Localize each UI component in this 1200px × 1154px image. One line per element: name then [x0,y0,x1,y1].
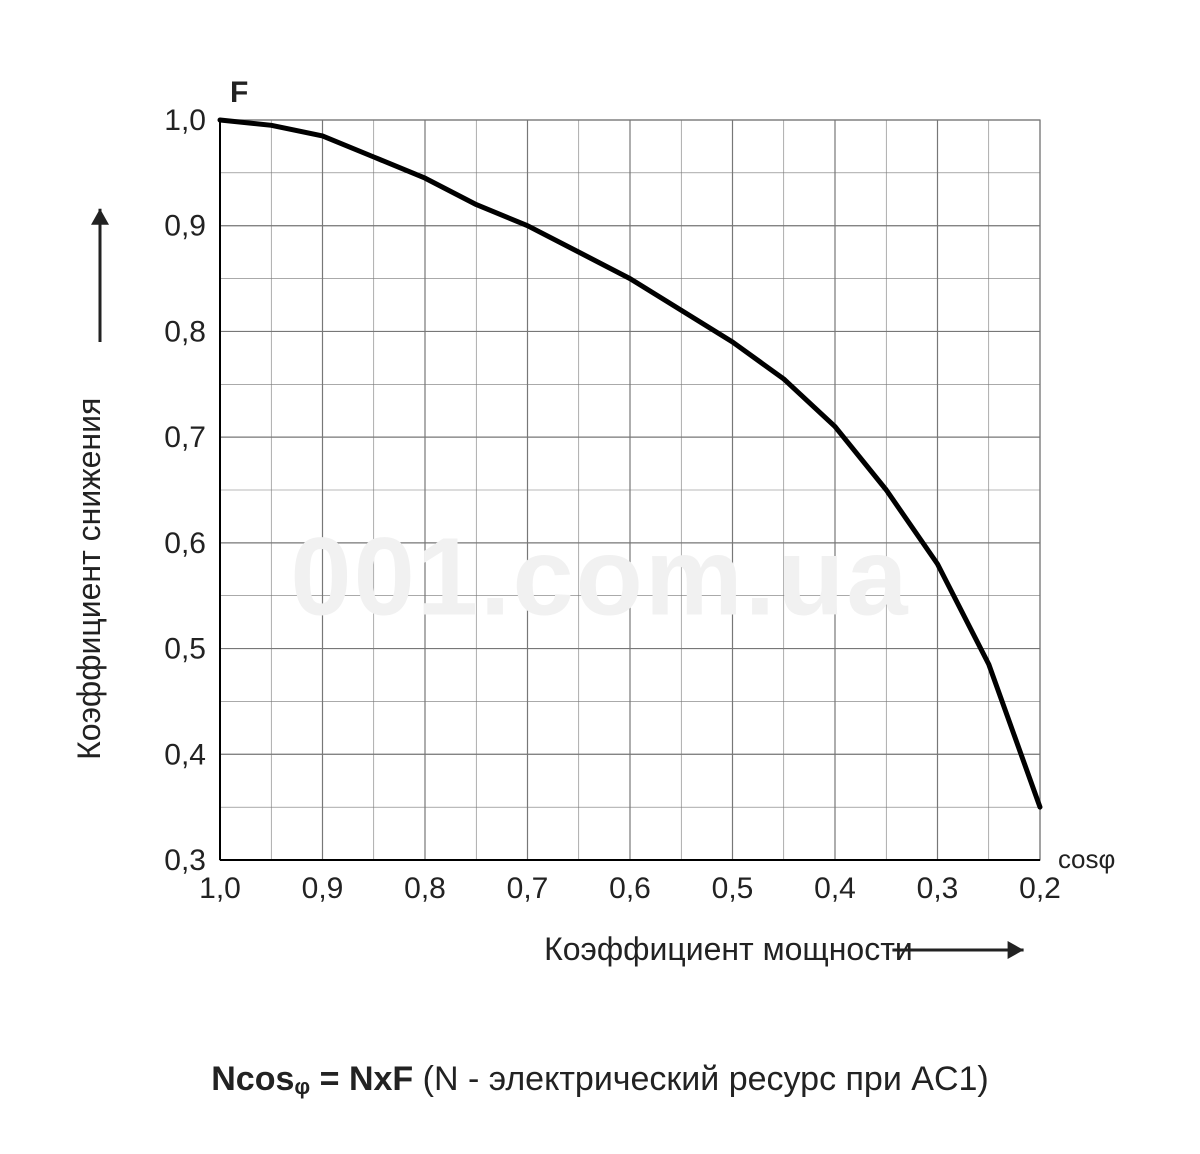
svg-text:0,9: 0,9 [302,872,344,905]
svg-text:cosφ: cosφ [1058,844,1115,874]
svg-text:Коэффициент снижения: Коэффициент снижения [71,398,107,760]
svg-text:0,3: 0,3 [917,872,959,905]
formula-lhs-prefix: Ncos [211,1060,294,1098]
svg-text:0,4: 0,4 [164,738,206,771]
formula-eq: = NxF [310,1060,413,1098]
svg-text:0,7: 0,7 [507,872,549,905]
svg-text:0,4: 0,4 [814,872,856,905]
svg-text:0,6: 0,6 [609,872,651,905]
svg-text:0,5: 0,5 [164,633,206,666]
svg-text:F: F [230,76,248,109]
formula-lhs-sub: φ [294,1074,310,1099]
svg-text:0,8: 0,8 [404,872,446,905]
page: 001.com.ua 1,00,90,80,70,60,50,40,30,20,… [0,0,1200,1154]
svg-text:0,9: 0,9 [164,210,206,243]
svg-text:1,0: 1,0 [164,104,206,137]
svg-text:0,2: 0,2 [1019,872,1061,905]
formula-note: (N - электрический ресурс при AC1) [413,1060,989,1098]
svg-text:Коэффициент мощности: Коэффициент мощности [544,931,913,967]
derating-chart: 1,0 0,9 0,8 0,7 0,6 0,5 0,4 0,3 0,2 0,3 0,4 0,5 0,6 0… [0,0,1200,1010]
svg-text:0,7: 0,7 [164,421,206,454]
svg-text:0,8: 0,8 [164,315,206,348]
svg-text:0,6: 0,6 [164,527,206,560]
svg-text:0,3: 0,3 [164,844,206,877]
formula-caption: Ncosφ = NxF (N - электрический ресурс пр… [0,1060,1200,1100]
svg-text:0,5: 0,5 [712,872,754,905]
